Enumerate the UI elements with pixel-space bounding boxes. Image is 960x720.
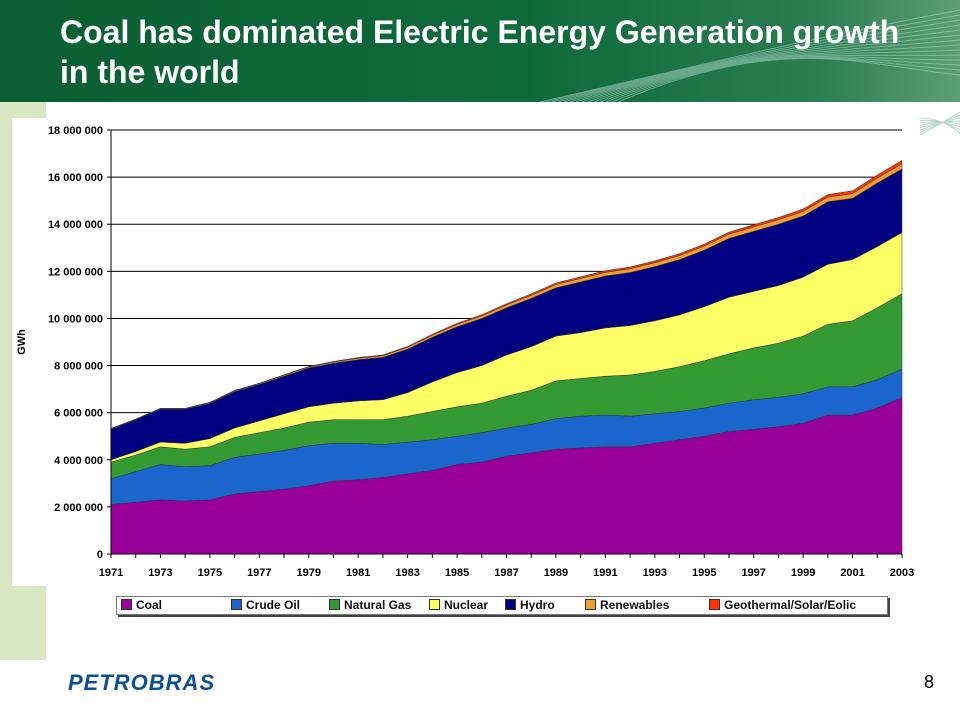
x-tick-label: 1973 (148, 567, 172, 579)
legend-label: Natural Gas (344, 598, 412, 612)
chart-panel: GWh 0 2 000 000 4 000 000 6 000 000 8 000 000… (12, 118, 920, 586)
legend-label: Hydro (520, 598, 555, 612)
legend-label: Geothermal/Solar/Eolic (724, 598, 857, 612)
x-tick-label: 1989 (544, 567, 568, 579)
y-tick-label: 4 000 000 (54, 455, 103, 467)
legend-item: Nuclear (429, 598, 488, 613)
x-tick-label: 1995 (692, 567, 716, 579)
x-tick-label: 1983 (395, 567, 419, 579)
legend-swatch (709, 599, 720, 610)
legend-item: Geothermal/Solar/Eolic (709, 598, 856, 613)
y-tick-label: 8 000 000 (54, 361, 103, 373)
x-tick-label: 1985 (445, 567, 469, 579)
x-tick-label: 1991 (593, 567, 617, 579)
x-tick-label: 1981 (346, 567, 370, 579)
legend-item: Coal (121, 598, 162, 613)
legend-swatch (121, 599, 132, 610)
legend-swatch (585, 599, 596, 610)
y-tick-label: 10 000 000 (48, 313, 103, 325)
legend-swatch (231, 599, 242, 610)
header-line-pattern (539, 9, 960, 102)
chart-legend: Coal Crude Oil Natural Gas Nuclear Hydro Rene… (116, 596, 888, 615)
slide-title: Coal has dominated Electric Energy Gener… (60, 14, 900, 90)
page-number: 8 (924, 672, 935, 692)
y-axis-label: GWh (16, 329, 28, 355)
legend-label: Nuclear (444, 598, 489, 612)
legend-label: Crude Oil (246, 598, 301, 612)
area-geothermal-solar-eolic (110, 159, 903, 430)
legend-swatch (329, 599, 340, 610)
legend-label: Coal (136, 598, 163, 612)
legend-swatch (429, 599, 440, 610)
x-tick-label: 1975 (198, 567, 222, 579)
x-tick-label: 1977 (247, 567, 271, 579)
legend-swatch (505, 599, 516, 610)
legend-item: Crude Oil (231, 598, 300, 613)
y-tick-label: 0 (97, 549, 103, 561)
y-tick-label: 18 000 000 (48, 125, 103, 137)
x-tick-label: 1979 (297, 567, 321, 579)
legend-item: Hydro (505, 598, 555, 613)
area-chart: GWh 0 2 000 000 4 000 000 6 000 000 8 000 000… (16, 125, 914, 579)
x-tick-label: 2001 (840, 567, 864, 579)
legend-label: Renewables (600, 598, 670, 612)
legend-item: Natural Gas (329, 598, 411, 613)
y-tick-label: 16 000 000 (48, 172, 103, 184)
y-tick-label: 14 000 000 (48, 219, 103, 231)
legend-item: Renewables (585, 598, 669, 613)
x-tick-label: 1999 (791, 567, 815, 579)
petrobras-logo: PETROBRAS (68, 670, 216, 695)
x-tick-label: 1987 (494, 567, 518, 579)
y-tick-label: 12 000 000 (48, 266, 103, 278)
x-tick-label: 1993 (643, 567, 667, 579)
x-tick-label: 1997 (741, 567, 765, 579)
slide-header: Coal has dominated Electric Energy Gener… (0, 0, 960, 102)
y-tick-label: 2 000 000 (54, 502, 103, 514)
x-tick-label: 1971 (99, 567, 123, 579)
y-tick-label: 6 000 000 (54, 408, 103, 420)
x-tick-label: 2003 (890, 567, 914, 579)
